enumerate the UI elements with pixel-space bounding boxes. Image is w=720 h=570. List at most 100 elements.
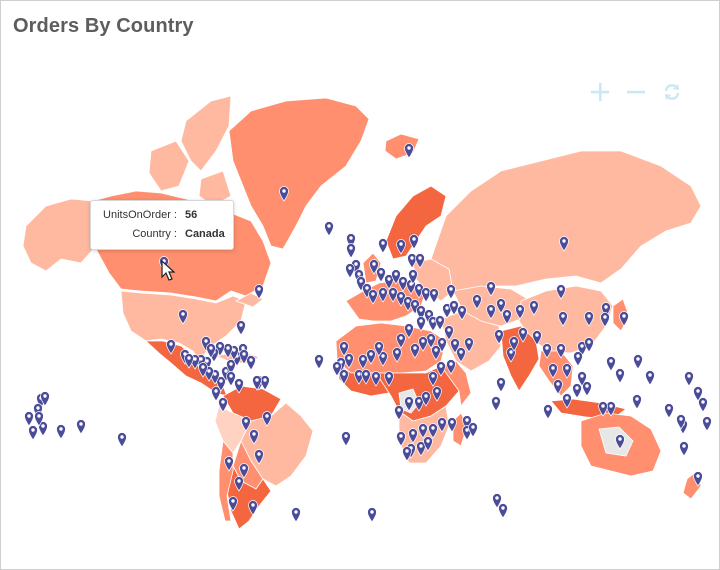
map-pin-icon[interactable] [633, 354, 643, 370]
map-pin-icon[interactable] [606, 356, 616, 372]
map-pin-icon[interactable] [532, 330, 542, 346]
map-pin-icon[interactable] [558, 311, 568, 327]
map-pin-icon[interactable] [166, 339, 176, 355]
map-pin-icon[interactable] [615, 434, 625, 450]
map-pin-icon[interactable] [447, 417, 457, 433]
country-north-africa[interactable] [335, 322, 447, 374]
map-pin-icon[interactable] [371, 371, 381, 387]
map-pin-icon[interactable] [404, 323, 414, 339]
map-pin-icon[interactable] [409, 234, 419, 250]
map-pin-icon[interactable] [498, 503, 508, 519]
map-pin-icon[interactable] [260, 375, 270, 391]
zoom-out-button[interactable] [625, 81, 647, 103]
map-pin-icon[interactable] [684, 371, 694, 387]
map-pin-icon[interactable] [361, 369, 371, 385]
map-pin-icon[interactable] [553, 379, 563, 395]
map-pin-icon[interactable] [396, 291, 406, 307]
map-pin-icon[interactable] [404, 396, 414, 412]
map-pin-icon[interactable] [598, 401, 608, 417]
map-pin-icon[interactable] [472, 294, 482, 310]
map-pin-icon[interactable] [548, 363, 558, 379]
map-pin-icon[interactable] [24, 411, 34, 427]
map-pin-icon[interactable] [262, 411, 272, 427]
map-pin-icon[interactable] [216, 376, 226, 392]
map-pin-icon[interactable] [428, 371, 438, 387]
map-pin-icon[interactable] [246, 355, 256, 371]
map-pin-icon[interactable] [344, 353, 354, 369]
map-pin-icon[interactable] [518, 327, 528, 343]
map-pin-icon[interactable] [559, 236, 569, 252]
map-pin-icon[interactable] [339, 369, 349, 385]
map-pin-icon[interactable] [211, 386, 221, 402]
country-canada-islands[interactable] [180, 95, 232, 172]
map-pin-icon[interactable] [34, 411, 44, 427]
country-iceland[interactable] [384, 133, 420, 160]
country-mexico[interactable] [144, 340, 228, 397]
map-pin-icon[interactable] [584, 311, 594, 327]
map-pin-icon[interactable] [573, 351, 583, 367]
map-pin-icon[interactable] [234, 378, 244, 394]
map-pin-icon[interactable] [543, 404, 553, 420]
map-pin-icon[interactable] [702, 416, 712, 432]
map-pin-icon[interactable] [38, 421, 48, 437]
map-pin-icon[interactable] [218, 397, 228, 413]
map-pin-icon[interactable] [374, 341, 384, 357]
map-pin-icon[interactable] [492, 493, 502, 509]
map-pin-icon[interactable] [224, 456, 234, 472]
map-pin-icon[interactable] [228, 496, 238, 512]
map-pin-icon[interactable] [431, 345, 441, 361]
map-pin-icon[interactable] [378, 287, 388, 303]
country-east-africa[interactable] [440, 360, 472, 408]
map-pin-icon[interactable] [346, 243, 356, 259]
map-pin-icon[interactable] [367, 507, 377, 523]
map-pin-icon[interactable] [184, 353, 194, 369]
map-pin-icon[interactable] [442, 303, 452, 319]
map-pin-icon[interactable] [486, 281, 496, 297]
map-pin-icon[interactable] [562, 393, 572, 409]
map-pin-icon[interactable] [415, 253, 425, 269]
map-pin-icon[interactable] [392, 347, 402, 363]
map-pin-icon[interactable] [606, 401, 616, 417]
map-pin-icon[interactable] [693, 471, 703, 487]
map-pin-icon[interactable] [584, 337, 594, 353]
map-pin-icon[interactable] [376, 267, 386, 283]
map-pin-icon[interactable] [457, 305, 467, 321]
map-pin-icon[interactable] [339, 341, 349, 357]
map-pin-icon[interactable] [254, 284, 264, 300]
map-pin-icon[interactable] [502, 309, 512, 325]
map-pin-icon[interactable] [249, 429, 259, 445]
map-pin-icon[interactable] [396, 333, 406, 349]
map-pin-icon[interactable] [421, 391, 431, 407]
map-pin-icon[interactable] [468, 422, 478, 438]
map-pin-icon[interactable] [239, 463, 249, 479]
map-pin-icon[interactable] [679, 441, 689, 457]
map-pin-icon[interactable] [437, 417, 447, 433]
map-pin-icon[interactable] [40, 391, 50, 407]
map-pin-icon[interactable] [432, 386, 442, 402]
map-pin-icon[interactable] [429, 288, 439, 304]
map-pin-icon[interactable] [542, 343, 552, 359]
country-russia[interactable] [430, 150, 702, 292]
map-pin-icon[interactable] [378, 238, 388, 254]
map-pin-icon[interactable] [314, 354, 324, 370]
map-pin-icon[interactable] [444, 325, 454, 341]
map-pin-icon[interactable] [582, 381, 592, 397]
map-pin-icon[interactable] [366, 349, 376, 365]
map-pin-icon[interactable] [494, 329, 504, 345]
map-pin-icon[interactable] [435, 315, 445, 331]
map-pin-icon[interactable] [396, 239, 406, 255]
map-pin-icon[interactable] [446, 359, 456, 375]
map-pin-icon[interactable] [279, 186, 289, 202]
map-pin-icon[interactable] [632, 394, 642, 410]
map-pin-icon[interactable] [408, 269, 418, 285]
map-pin-icon[interactable] [404, 143, 414, 159]
map-pin-icon[interactable] [56, 424, 66, 440]
map-pin-icon[interactable] [556, 343, 566, 359]
map-pin-icon[interactable] [254, 449, 264, 465]
map-pin-icon[interactable] [428, 423, 438, 439]
map-pin-icon[interactable] [236, 320, 246, 336]
map-pin-icon[interactable] [562, 363, 572, 379]
map-pin-icon[interactable] [394, 405, 404, 421]
map-pin-icon[interactable] [515, 304, 525, 320]
